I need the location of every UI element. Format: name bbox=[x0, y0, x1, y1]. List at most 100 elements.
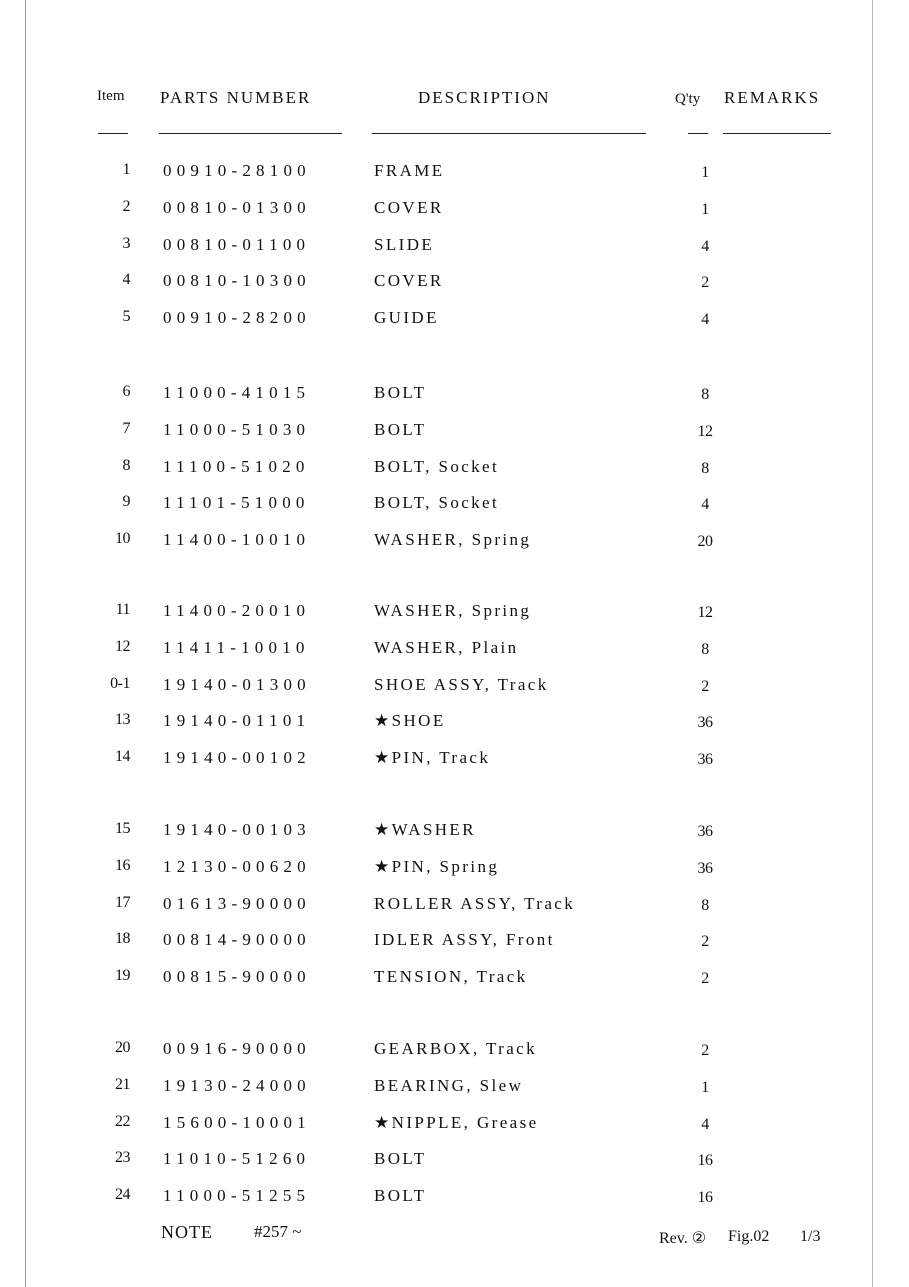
revision: Rev. ② bbox=[659, 1230, 707, 1247]
part-description: ROLLER ASSY, Track bbox=[374, 893, 576, 913]
table-row: 11 11400-20010 WASHER, Spring 12 bbox=[0, 601, 909, 625]
item-number: 0-1 bbox=[110, 674, 130, 692]
header-underline bbox=[159, 133, 342, 134]
header-underline bbox=[688, 133, 708, 134]
quantity: 36 bbox=[697, 751, 714, 769]
item-number: 1 bbox=[122, 161, 131, 178]
quantity: 4 bbox=[701, 237, 709, 255]
quantity: 1 bbox=[701, 164, 709, 181]
quantity: 8 bbox=[701, 640, 709, 658]
part-number: 19140-01300 bbox=[163, 674, 311, 694]
table-row: 24 11000-51255 BOLT 16 bbox=[0, 1186, 909, 1210]
quantity: 12 bbox=[697, 422, 714, 440]
item-number: 14 bbox=[115, 748, 131, 766]
quantity: 4 bbox=[701, 496, 709, 514]
part-number: 11411-10010 bbox=[163, 637, 310, 657]
header-item: Item bbox=[97, 88, 125, 104]
part-number: 12130-00620 bbox=[163, 856, 311, 876]
table-row: 20 00916-90000 GEARBOX, Track 2 bbox=[0, 1039, 909, 1063]
part-number: 19140-01101 bbox=[163, 711, 311, 731]
item-number: 15 bbox=[115, 820, 131, 837]
part-number: 15600-10001 bbox=[163, 1112, 311, 1132]
part-number: 00910-28100 bbox=[163, 161, 311, 180]
note-value: #257 ~ bbox=[254, 1222, 302, 1241]
header-description: DESCRIPTION bbox=[418, 88, 551, 107]
table-row: 0-1 19140-01300 SHOE ASSY, Track 2 bbox=[0, 675, 909, 699]
part-number: 19140-00102 bbox=[163, 748, 311, 768]
quantity: 36 bbox=[697, 714, 714, 732]
part-number: 11100-51020 bbox=[163, 456, 310, 476]
table-row: 8 11100-51020 BOLT, Socket 8 bbox=[0, 457, 909, 481]
item-number: 13 bbox=[115, 711, 131, 729]
item-number: 24 bbox=[115, 1186, 131, 1204]
quantity: 4 bbox=[701, 311, 709, 329]
part-description: COVER bbox=[374, 271, 444, 291]
quantity: 12 bbox=[697, 604, 714, 621]
page-number: 1/3 bbox=[800, 1228, 821, 1245]
quantity: 16 bbox=[697, 1152, 714, 1170]
header-parts-number: PARTS NUMBER bbox=[160, 88, 312, 107]
quantity: 8 bbox=[701, 386, 709, 403]
part-description: BOLT, Socket bbox=[374, 493, 500, 513]
table-row: 16 12130-00620 ★PIN, Spring 36 bbox=[0, 857, 909, 881]
part-number: 00810-01100 bbox=[163, 234, 311, 254]
quantity: 2 bbox=[701, 933, 709, 951]
header-underline bbox=[723, 133, 831, 134]
part-number: 11400-10010 bbox=[163, 530, 311, 550]
part-description: BOLT bbox=[374, 1149, 427, 1169]
part-description: BOLT bbox=[374, 383, 427, 402]
quantity: 2 bbox=[701, 274, 709, 292]
part-number: 00810-01300 bbox=[163, 197, 311, 217]
part-description: TENSION, Track bbox=[374, 967, 528, 987]
quantity: 36 bbox=[697, 859, 714, 877]
item-number: 23 bbox=[115, 1149, 131, 1167]
item-number: 10 bbox=[115, 530, 131, 548]
item-number: 20 bbox=[115, 1039, 131, 1056]
part-description: ★NIPPLE, Grease bbox=[374, 1112, 539, 1132]
part-number: 11000-41015 bbox=[163, 383, 311, 402]
item-number: 22 bbox=[115, 1112, 131, 1130]
part-number: 11101-51000 bbox=[163, 493, 310, 513]
part-description: COVER bbox=[374, 197, 444, 217]
table-row: 18 00814-90000 IDLER ASSY, Front 2 bbox=[0, 930, 909, 954]
table-row: 3 00810-01100 SLIDE 4 bbox=[0, 235, 909, 259]
part-number: 00815-90000 bbox=[163, 967, 311, 987]
item-number: 11 bbox=[115, 601, 131, 618]
part-description: ★WASHER bbox=[374, 820, 476, 839]
quantity: 20 bbox=[697, 533, 714, 551]
header-remarks: REMARKS bbox=[724, 88, 821, 107]
item-number: 17 bbox=[115, 893, 131, 911]
item-number: 18 bbox=[115, 930, 131, 948]
part-number: 11010-51260 bbox=[163, 1149, 311, 1169]
part-number: 00910-28200 bbox=[163, 308, 311, 328]
figure-number: Fig.02 bbox=[728, 1228, 770, 1245]
part-number: 11400-20010 bbox=[163, 601, 311, 620]
item-number: 12 bbox=[115, 637, 131, 655]
header-underline bbox=[98, 133, 128, 134]
note-label: NOTE bbox=[161, 1222, 213, 1242]
table-row: 12 11411-10010 WASHER, Plain 8 bbox=[0, 638, 909, 662]
table-row: 17 01613-90000 ROLLER ASSY, Track 8 bbox=[0, 894, 909, 918]
table-row: 2 00810-01300 COVER 1 bbox=[0, 198, 909, 222]
part-description: GEARBOX, Track bbox=[374, 1039, 538, 1058]
part-number: 11000-51255 bbox=[163, 1186, 311, 1206]
item-number: 9 bbox=[122, 493, 131, 511]
item-number: 3 bbox=[122, 234, 131, 252]
table-row: 23 11010-51260 BOLT 16 bbox=[0, 1149, 909, 1173]
part-description: ★SHOE bbox=[374, 711, 446, 731]
table-row: 13 19140-01101 ★SHOE 36 bbox=[0, 711, 909, 735]
part-description: WASHER, Spring bbox=[374, 601, 532, 620]
quantity: 1 bbox=[701, 200, 709, 218]
table-row: 5 00910-28200 GUIDE 4 bbox=[0, 308, 909, 332]
quantity: 2 bbox=[701, 970, 709, 988]
table-row: 1 00910-28100 FRAME 1 bbox=[0, 161, 909, 185]
left-border-line bbox=[25, 0, 26, 1287]
table-row: 9 11101-51000 BOLT, Socket 4 bbox=[0, 493, 909, 517]
part-number: 00916-90000 bbox=[163, 1039, 311, 1058]
part-number: 01613-90000 bbox=[163, 893, 311, 913]
header-underline bbox=[372, 133, 646, 134]
part-description: IDLER ASSY, Front bbox=[374, 930, 555, 950]
part-description: SLIDE bbox=[374, 234, 435, 254]
item-number: 16 bbox=[115, 856, 131, 874]
quantity: 36 bbox=[697, 823, 714, 840]
